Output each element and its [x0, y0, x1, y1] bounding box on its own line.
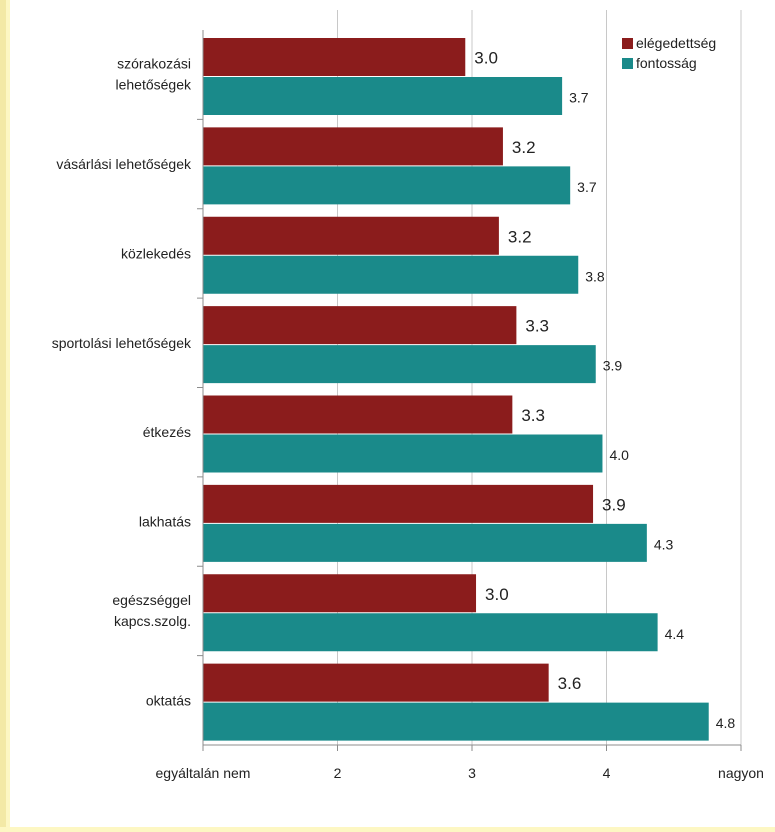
- category-label-7: oktatás: [146, 692, 191, 708]
- left-decorative-stripe: [0, 0, 6, 827]
- x-tick-label-3: 4: [603, 765, 611, 781]
- data-label-importance-3: 3.9: [603, 358, 623, 374]
- bars: 3.0 3.7 3.2 3.7 3.2 3.8 3.3 3.9 3.3 4.0 3.9 4.3 3.0 4…: [203, 38, 735, 741]
- legend-label-satisfaction: elégedettség: [636, 35, 716, 51]
- data-label-importance-4: 4.0: [609, 447, 629, 463]
- data-label-satisfaction-5: 3.9: [602, 495, 626, 514]
- category-label-6-line-0: egészséggel: [112, 592, 191, 608]
- data-label-importance-2: 3.8: [585, 268, 605, 284]
- x-tick-label-2: 3: [468, 765, 476, 781]
- data-label-importance-5: 4.3: [654, 536, 674, 552]
- x-tick-label-4: nagyon: [718, 765, 764, 781]
- legend-label-importance: fontosság: [636, 55, 697, 71]
- data-label-satisfaction-7: 3.6: [558, 674, 582, 693]
- bar-satisfaction-6: [203, 574, 477, 613]
- category-label-2: közlekedés: [121, 245, 191, 261]
- data-label-satisfaction-3: 3.3: [525, 317, 549, 336]
- category-label-6-line-1: kapcs.szolg.: [114, 613, 191, 629]
- bar-satisfaction-2: [203, 216, 499, 255]
- bar-importance-0: [203, 77, 563, 115]
- data-label-satisfaction-0: 3.0: [474, 49, 498, 68]
- bar-satisfaction-7: [203, 663, 549, 702]
- axes: szórakozási lehetőségek vásárlási lehetősé…: [52, 30, 764, 781]
- bar-importance-1: [203, 166, 571, 205]
- bar-satisfaction-3: [203, 306, 517, 345]
- data-label-satisfaction-6: 3.0: [485, 585, 509, 604]
- bar-importance-3: [203, 345, 596, 384]
- bar-importance-2: [203, 255, 579, 294]
- bar-satisfaction-0: [203, 38, 466, 76]
- data-label-satisfaction-1: 3.2: [512, 138, 536, 157]
- x-tick-label-0: egyáltalán nem: [156, 765, 251, 781]
- data-label-satisfaction-2: 3.2: [508, 227, 532, 246]
- data-label-importance-0: 3.7: [569, 90, 589, 106]
- data-label-importance-7: 4.8: [716, 715, 736, 731]
- bar-importance-6: [203, 613, 658, 652]
- category-label-5: lakhatás: [139, 514, 191, 530]
- category-label-4: étkezés: [143, 424, 191, 440]
- satisfaction-importance-bar-chart: 3.0 3.7 3.2 3.7 3.2 3.8 3.3 3.9 3.3 4.0 3.9 4.3 3.0 4…: [52, 10, 764, 781]
- bar-importance-4: [203, 434, 603, 473]
- bar-satisfaction-5: [203, 484, 594, 523]
- chart-panel: 3.0 3.7 3.2 3.7 3.2 3.8 3.3 3.9 3.3 4.0 3.9 4.3 3.0 4…: [10, 0, 775, 827]
- data-label-importance-6: 4.4: [665, 626, 685, 642]
- data-label-satisfaction-4: 3.3: [521, 406, 545, 425]
- bar-importance-5: [203, 523, 647, 562]
- x-tick-label-1: 2: [334, 765, 342, 781]
- category-label-1: vásárlási lehetőségek: [56, 156, 192, 172]
- bar-importance-7: [203, 702, 709, 741]
- legend-swatch-satisfaction: [622, 38, 633, 49]
- category-label-3: sportolási lehetőségek: [52, 335, 192, 351]
- bar-satisfaction-1: [203, 127, 503, 166]
- bar-satisfaction-4: [203, 395, 513, 434]
- category-label-0-line-0: szórakozási: [117, 56, 191, 72]
- legend-swatch-importance: [622, 58, 633, 69]
- category-label-0-line-1: lehetőségek: [115, 77, 192, 93]
- data-label-importance-1: 3.7: [577, 179, 597, 195]
- legend: elégedettség fontosság: [622, 35, 716, 71]
